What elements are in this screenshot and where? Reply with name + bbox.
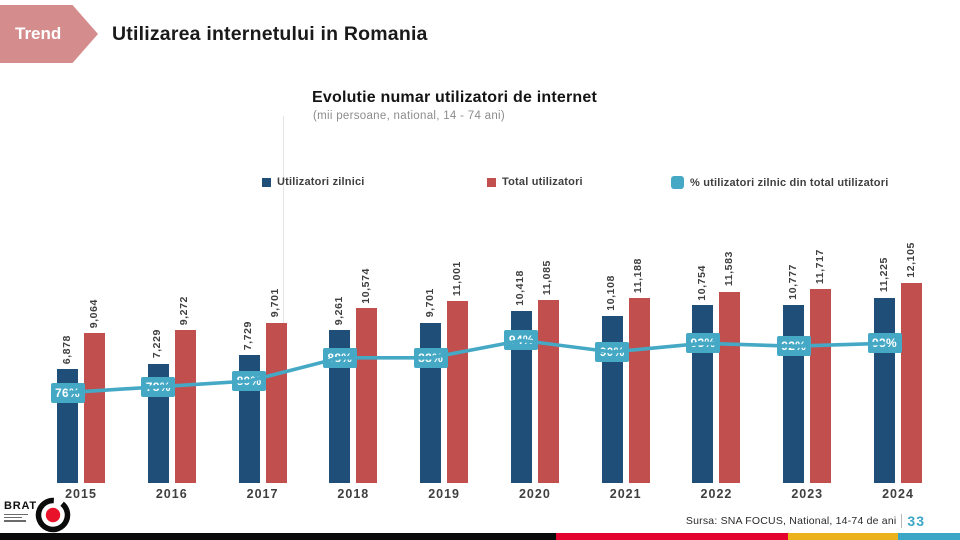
bar-total-2016 <box>174 329 196 483</box>
percent-badge-2016: 78% <box>141 376 176 397</box>
brat-logo-smallprint <box>4 513 28 516</box>
bar-value-2016: 9,272 <box>178 295 191 325</box>
percent-badge-2022: 93% <box>685 333 720 354</box>
percent-badge-2021: 90% <box>595 342 630 362</box>
bar-value-2021: 10,108 <box>605 275 618 311</box>
bar-value-2017: 7,729 <box>242 321 255 351</box>
strip-segment-yellow <box>788 533 898 540</box>
bar-total-2017 <box>265 322 287 483</box>
year-label-2015: 2015 <box>65 487 97 501</box>
strip-segment-black <box>0 533 556 540</box>
percent-badge-2015: 76% <box>50 382 85 403</box>
trend-badge-label: Trend <box>15 24 62 43</box>
legend-item-total-users: Total utilizatori <box>487 176 583 188</box>
year-label-2022: 2022 <box>700 487 733 501</box>
legend-swatch-daily-users <box>262 177 271 187</box>
bar-value-2016: 7,229 <box>151 329 164 359</box>
bar-total-2024 <box>901 283 923 483</box>
bar-daily-2019 <box>420 322 442 483</box>
bar-value-2024: 12,105 <box>904 242 917 278</box>
source-divider <box>901 514 903 528</box>
year-label-2020: 2020 <box>518 487 551 501</box>
bar-value-2022: 11,583 <box>722 251 735 287</box>
strip-segment-red <box>556 533 788 540</box>
legend-label-percent: % utilizatori zilnic din total utilizato… <box>690 176 889 189</box>
bar-value-2023: 10,777 <box>786 264 799 300</box>
bar-value-2020: 10,418 <box>514 270 527 306</box>
bar-value-2019: 11,001 <box>450 261 463 297</box>
bar-value-2015: 6,878 <box>60 335 73 365</box>
bar-value-2018: 9,261 <box>332 295 345 325</box>
bar-daily-2023 <box>783 304 805 483</box>
bar-daily-2024 <box>874 297 896 483</box>
brat-logo: BRAT <box>4 497 71 533</box>
chart-title: Evolutie numar utilizatori de internet <box>312 89 597 106</box>
bar-total-2020 <box>537 299 559 483</box>
percent-badge-2017: 80% <box>232 371 267 391</box>
year-label-2017: 2017 <box>246 487 279 501</box>
bar-total-2022 <box>719 291 741 483</box>
bar-value-2020: 11,085 <box>541 259 554 295</box>
bar-value-2023: 11,717 <box>813 249 826 285</box>
brat-ring-icon <box>35 497 71 533</box>
legend-item-daily-users: Utilizatori zilnici <box>262 176 365 188</box>
bar-total-2019 <box>447 301 469 483</box>
bar-daily-2022 <box>692 305 714 483</box>
bar-value-2015: 9,064 <box>87 298 100 329</box>
year-label-2019: 2019 <box>428 487 461 501</box>
bar-value-2019: 9,701 <box>423 288 436 318</box>
legend-swatch-percent <box>671 176 684 189</box>
strip-segment-teal <box>898 533 960 540</box>
footer-color-strip <box>0 533 960 540</box>
page-title: Utilizarea internetului in Romania <box>112 23 428 45</box>
legend-swatch-total-users <box>487 177 496 187</box>
year-label-2024: 2024 <box>882 487 914 501</box>
brat-logo-smallprint <box>4 519 26 522</box>
bar-value-2021: 11,188 <box>632 258 645 294</box>
bar-value-2018: 10,574 <box>359 267 372 304</box>
percent-badge-2024: 93% <box>867 333 902 354</box>
chart-subtitle: (mii persoane, national, 14 - 74 ani) <box>313 110 506 122</box>
percent-badge-2018: 88% <box>322 347 357 368</box>
percent-badge-2023: 92% <box>776 336 811 357</box>
bar-value-2024: 11,225 <box>877 257 890 293</box>
bar-value-2022: 10,754 <box>695 264 708 301</box>
source-text: Sursa: SNA FOCUS, National, 14-74 de ani <box>685 515 897 527</box>
percent-badge-2019: 88% <box>413 347 448 368</box>
bar-value-2017: 9,701 <box>269 288 282 318</box>
bar-total-2015 <box>84 333 105 483</box>
bar-total-2021 <box>628 298 650 483</box>
year-label-2016: 2016 <box>155 487 188 501</box>
brat-logo-smallprint <box>4 516 22 519</box>
legend-label-daily-users: Utilizatori zilnici <box>277 176 365 188</box>
year-label-2023: 2023 <box>791 487 824 501</box>
brat-logo-text: BRAT <box>4 500 37 512</box>
year-label-2018: 2018 <box>337 487 370 501</box>
footer-source: Sursa: SNA FOCUS, National, 14-74 de ani… <box>686 513 925 529</box>
year-label-2021: 2021 <box>609 487 642 501</box>
percent-badge-2020: 94% <box>504 330 539 351</box>
bar-total-2018 <box>356 308 378 483</box>
legend-item-percent: % utilizatori zilnic din total utilizato… <box>671 176 888 189</box>
legend-label-total-users: Total utilizatori <box>502 176 583 188</box>
bar-total-2023 <box>810 289 832 483</box>
page-number: 33 <box>907 513 925 529</box>
divider-line <box>283 116 284 482</box>
